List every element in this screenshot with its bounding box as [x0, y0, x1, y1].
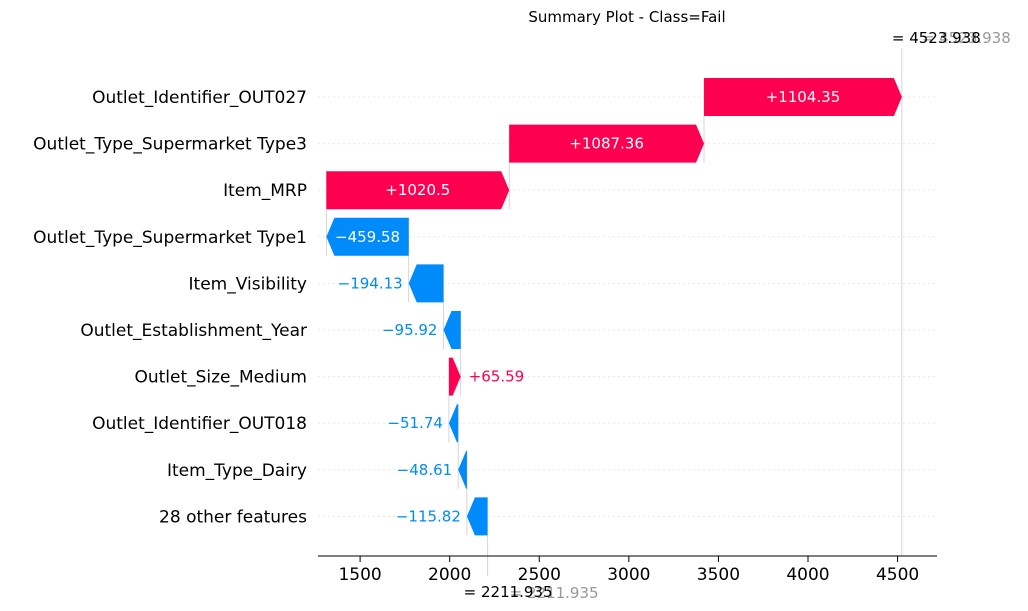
x-tick-label: 3500 — [697, 565, 740, 585]
x-axis: 1500 2000 2500 3000 3500 4000 4500 — [318, 555, 937, 585]
feature-labels-layer: Outlet_Identifier_OUT027 Outlet_Type_Supe… — [33, 88, 307, 527]
x-tick-label: 3000 — [607, 565, 650, 585]
bar-28-other-features — [466, 497, 488, 536]
x-tick-label: 4500 — [876, 565, 919, 585]
feature-name-label: Outlet_Identifier_OUT018 — [92, 414, 307, 434]
feature-name-label: Item_Type_Dairy — [167, 461, 307, 481]
bar-value-label: −194.13 — [338, 274, 403, 292]
bar-value-label: +1020.5 — [385, 181, 450, 199]
x-tick-label: 2500 — [518, 565, 561, 585]
base-value-label-gray: = 2211.935 — [510, 584, 599, 602]
bar-item-mrp — [326, 171, 510, 210]
feature-name-label: Outlet_Establishment_Year — [80, 321, 307, 341]
bar-value-label: −48.61 — [397, 461, 453, 479]
bar-outlet-establishment-year — [443, 311, 461, 349]
bar-value-label: −115.82 — [396, 507, 461, 525]
x-tick-label: 1500 — [338, 565, 381, 585]
final-value-label-gray: = 4523.938 — [922, 29, 1011, 47]
final-value-label: = 4523.938 — [892, 29, 981, 47]
bar-outlet-type-supermarket-type1 — [326, 217, 409, 256]
bar-outlet-identifier-out018 — [448, 404, 459, 443]
feature-name-label: Outlet_Type_Supermarket Type1 — [33, 228, 307, 248]
bar-outlet-size-medium — [448, 357, 461, 396]
bars-layer: +1104.35 +1087.36 +1020.5 −459.58 −194.13 −95… — [326, 78, 902, 536]
x-tick-label: 2000 — [428, 565, 471, 585]
bar-value-label: −459.58 — [335, 228, 400, 246]
bar-value-label: +65.59 — [469, 368, 525, 386]
chart-title: Summary Plot - Class=Fail — [528, 8, 725, 26]
x-tick-label: 4000 — [786, 565, 829, 585]
bar-value-label: −95.92 — [382, 321, 438, 339]
feature-name-label: Item_Visibility — [189, 274, 307, 294]
feature-name-label: Outlet_Type_Supermarket Type3 — [33, 135, 307, 155]
bar-item-type-dairy — [458, 450, 467, 489]
bar-outlet-type-supermarket-type3 — [509, 124, 705, 163]
bar-value-label: +1087.36 — [569, 135, 644, 153]
feature-name-label: 28 other features — [159, 507, 307, 527]
bar-item-visibility — [408, 264, 444, 303]
feature-name-label: Outlet_Identifier_OUT027 — [92, 88, 307, 108]
bar-outlet-identifier-out027 — [704, 78, 902, 116]
bar-value-label: +1104.35 — [766, 88, 841, 106]
bar-value-label: −51.74 — [387, 414, 443, 432]
feature-name-label: Outlet_Size_Medium — [134, 368, 307, 388]
feature-name-label: Item_MRP — [223, 181, 307, 201]
base-value-label: = 2211.935 — [464, 583, 553, 601]
